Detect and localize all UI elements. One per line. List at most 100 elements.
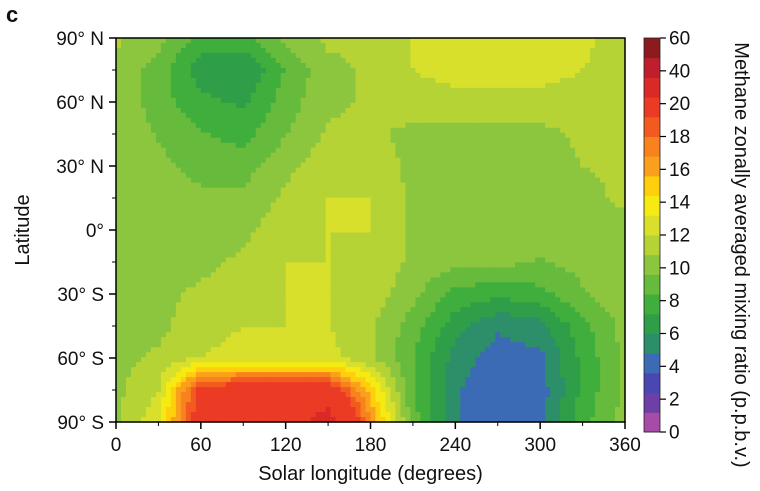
heatmap-cell	[150, 252, 157, 259]
heatmap-cell	[570, 237, 576, 244]
heatmap-cell	[445, 207, 451, 214]
heatmap-cell	[545, 42, 551, 49]
heatmap-cell	[420, 252, 426, 259]
heatmap-cell	[225, 262, 232, 269]
heatmap-cell	[600, 262, 606, 269]
heatmap-cell	[555, 182, 561, 189]
heatmap-cell	[350, 192, 357, 199]
heatmap-cell	[410, 237, 417, 244]
heatmap-cell	[185, 107, 192, 114]
heatmap-cell	[315, 97, 322, 104]
heatmap-cell	[365, 242, 372, 249]
heatmap-cell	[205, 222, 212, 229]
heatmap-cell	[120, 242, 127, 249]
heatmap-cell	[205, 132, 212, 139]
heatmap-cell	[620, 38, 626, 44]
heatmap-cell	[540, 167, 546, 174]
heatmap-cell	[135, 182, 142, 189]
heatmap-cell	[380, 157, 387, 164]
heatmap-cell	[130, 192, 137, 199]
heatmap-cell	[330, 122, 337, 129]
heatmap-cell	[480, 117, 486, 124]
heatmap-cell	[495, 257, 501, 264]
heatmap-cell	[250, 57, 257, 64]
heatmap-cell	[120, 162, 127, 169]
heatmap-cell	[295, 42, 302, 49]
heatmap-cell	[370, 247, 377, 254]
heatmap-cell	[275, 187, 282, 194]
heatmap-cell	[615, 57, 621, 64]
heatmap-cell	[310, 207, 317, 214]
heatmap-cell	[130, 97, 137, 104]
heatmap-cell	[116, 52, 122, 59]
heatmap-cell	[595, 167, 601, 174]
heatmap-cell	[545, 277, 551, 283]
heatmap-cell	[610, 147, 616, 154]
heatmap-cell	[460, 122, 466, 129]
heatmap-cell	[120, 42, 127, 49]
heatmap-cell	[200, 102, 207, 109]
heatmap-cell	[355, 122, 362, 129]
heatmap-cell	[525, 72, 531, 79]
heatmap-cell	[165, 38, 172, 44]
heatmap-cell	[375, 97, 382, 104]
heatmap-cell	[345, 152, 352, 159]
heatmap-cell	[180, 242, 187, 249]
heatmap-cell	[240, 247, 247, 254]
heatmap-cell	[405, 212, 412, 219]
heatmap-cell	[130, 132, 137, 139]
heatmap-cell	[585, 162, 591, 169]
heatmap-cell	[425, 97, 431, 104]
heatmap-cell	[250, 97, 257, 104]
heatmap-cell	[445, 77, 451, 84]
heatmap-cell	[465, 247, 471, 254]
heatmap-cell	[495, 212, 501, 219]
heatmap-cell	[610, 62, 616, 69]
heatmap-cell	[360, 252, 367, 259]
heatmap-cell	[395, 182, 402, 189]
heatmap-cell	[520, 167, 526, 174]
heatmap-cell	[415, 62, 421, 69]
heatmap-cell	[585, 82, 591, 89]
heatmap-cell	[425, 87, 431, 94]
heatmap-cell	[160, 162, 167, 169]
heatmap-cell	[235, 147, 242, 154]
heatmap-cell	[170, 177, 177, 184]
heatmap-cell	[140, 232, 147, 239]
heatmap-cell	[345, 47, 352, 54]
heatmap-cell	[535, 262, 541, 269]
heatmap-cell	[600, 137, 606, 144]
heatmap-cell	[535, 102, 541, 109]
heatmap-cell	[585, 87, 591, 94]
heatmap-cell	[285, 192, 292, 199]
heatmap-cell	[565, 212, 571, 219]
heatmap-cell	[210, 262, 217, 269]
heatmap-cell	[210, 267, 217, 273]
heatmap-cell	[500, 212, 506, 219]
heatmap-cell	[305, 102, 312, 109]
heatmap-cell	[245, 167, 252, 174]
heatmap-cell	[505, 152, 511, 159]
heatmap-cell	[410, 197, 417, 204]
heatmap-cell	[515, 207, 521, 214]
heatmap-cell	[390, 132, 397, 139]
heatmap-cell	[460, 97, 466, 104]
heatmap-cell	[460, 212, 466, 219]
heatmap-cell	[615, 52, 621, 59]
heatmap-cell	[245, 157, 252, 164]
heatmap-cell	[610, 262, 616, 269]
heatmap-cell	[335, 272, 342, 278]
heatmap-cell	[350, 132, 357, 139]
heatmap-cell	[375, 62, 382, 69]
heatmap-cell	[116, 172, 122, 179]
heatmap-cell	[190, 272, 197, 278]
heatmap-cell	[150, 62, 157, 69]
heatmap-cell	[275, 42, 282, 49]
heatmap-cell	[270, 87, 277, 94]
heatmap-cell	[140, 147, 147, 154]
heatmap-cell	[430, 182, 436, 189]
heatmap-cell	[320, 272, 327, 278]
heatmap-cell	[165, 67, 172, 74]
heatmap-cell	[615, 137, 621, 144]
heatmap-cell	[120, 137, 127, 144]
